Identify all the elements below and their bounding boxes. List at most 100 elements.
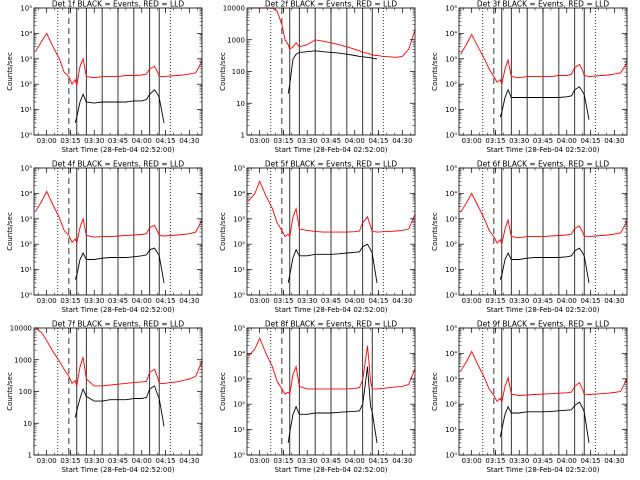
- x-tick-label: 03:15: [60, 297, 80, 305]
- y-tick-label: 10¹: [20, 106, 32, 114]
- x-tick-label: 04:30: [179, 137, 199, 145]
- y-tick-label: 10: [23, 420, 32, 428]
- x-axis-label: Start Time (28-Feb-04 02:52:00): [486, 306, 599, 314]
- y-axis-label: Counts/sec: [219, 212, 227, 251]
- y-tick-label: 10³: [445, 55, 457, 63]
- x-tick-label: 03:30: [509, 457, 529, 465]
- panel-title: Det 7f BLACK = Events, RED = LLD: [52, 320, 185, 329]
- panel-det-8: 10⁰ 10¹ 10² 10³ 10⁴ 10⁵ 03:00 03:15 03:30 03:45 04…: [219, 320, 416, 474]
- x-tick-label: 04:00: [557, 137, 577, 145]
- series-line-events: [74, 89, 165, 124]
- panel-title: Det 3f BLACK = Events, RED = LLD: [477, 0, 610, 9]
- y-tick-label: 10000: [223, 5, 245, 13]
- x-axis-label: Start Time (28-Feb-04 02:52:00): [486, 466, 599, 474]
- y-tick-label: 10¹: [445, 426, 457, 434]
- y-tick-label: 10⁰: [233, 452, 245, 460]
- x-tick-label: 04:15: [580, 457, 600, 465]
- panel-title: Det 6f BLACK = Events, RED = LLD: [477, 160, 610, 169]
- x-tick-label: 03:30: [509, 297, 529, 305]
- series-line-lld: [35, 32, 203, 86]
- panel-det-6: 10⁰ 10¹ 10² 10³ 10⁴ 10⁵ 03:00 03:15 03:30 03:45 04…: [431, 160, 628, 314]
- y-tick-label: 10³: [445, 215, 457, 223]
- x-tick-label: 04:00: [345, 137, 365, 145]
- x-tick-label: 03:30: [297, 137, 317, 145]
- x-tick-label: 03:00: [462, 297, 482, 305]
- x-tick-label: 04:30: [604, 457, 624, 465]
- x-tick-label: 03:15: [485, 137, 505, 145]
- x-tick-label: 03:45: [533, 457, 553, 465]
- x-tick-label: 03:15: [60, 457, 80, 465]
- y-tick-label: 1000: [14, 356, 32, 364]
- x-tick-label: 04:15: [368, 297, 388, 305]
- x-axis-label: Start Time (28-Feb-04 02:52:00): [61, 306, 174, 314]
- x-tick-label: 03:45: [533, 297, 553, 305]
- x-tick-label: 04:30: [179, 297, 199, 305]
- y-tick-label: 100: [19, 388, 32, 396]
- y-tick-label: 10⁴: [20, 30, 32, 38]
- y-tick-label: 1: [28, 452, 32, 460]
- x-tick-label: 03:00: [250, 297, 270, 305]
- y-tick-label: 10²: [445, 401, 457, 409]
- x-tick-label: 04:15: [155, 297, 175, 305]
- y-tick-label: 10²: [233, 241, 245, 249]
- x-tick-label: 03:45: [321, 297, 341, 305]
- y-tick-label: 10¹: [445, 106, 457, 114]
- x-tick-label: 03:30: [84, 457, 104, 465]
- series-line-lld: [35, 327, 203, 387]
- x-tick-label: 03:15: [485, 457, 505, 465]
- y-tick-label: 10³: [20, 55, 32, 63]
- x-tick-label: 03:00: [37, 457, 57, 465]
- x-tick-label: 04:30: [392, 137, 412, 145]
- y-tick-label: 10⁴: [20, 190, 32, 198]
- y-tick-label: 10⁰: [20, 292, 32, 300]
- x-tick-label: 04:30: [179, 457, 199, 465]
- y-tick-label: 10⁵: [445, 325, 457, 333]
- x-tick-label: 03:00: [250, 137, 270, 145]
- x-tick-label: 04:00: [345, 297, 365, 305]
- x-tick-label: 03:15: [485, 297, 505, 305]
- x-axis-label: Start Time (28-Feb-04 02:52:00): [61, 146, 174, 154]
- y-tick-label: 10000: [10, 325, 32, 333]
- x-tick-label: 03:15: [60, 137, 80, 145]
- series-line-lld: [460, 192, 628, 246]
- y-tick-label: 10⁰: [445, 292, 457, 300]
- y-tick-label: 10²: [445, 81, 457, 89]
- y-tick-label: 10⁵: [233, 165, 245, 173]
- panel-det-4: 10⁰ 10¹ 10² 10³ 10⁴ 10⁵ 03:00 03:15 03:30 03:45 04…: [6, 160, 203, 314]
- x-tick-label: 04:15: [368, 137, 388, 145]
- panel-title: Det 5f BLACK = Events, RED = LLD: [265, 160, 398, 169]
- series-line-events: [74, 247, 165, 283]
- y-axis-label: Counts/sec: [6, 52, 14, 91]
- panel-det-2: 1 10 100 1000 10000 03:00 03:15 03:30 03:45 04:00…: [219, 0, 416, 154]
- y-tick-label: 10²: [20, 241, 32, 249]
- y-tick-label: 10⁵: [20, 165, 32, 173]
- x-tick-label: 03:00: [37, 137, 57, 145]
- panel-title: Det 1f BLACK = Events, RED = LLD: [52, 0, 185, 9]
- y-axis-label: Counts/sec: [219, 372, 227, 411]
- x-tick-label: 03:30: [84, 137, 104, 145]
- series-line-events: [499, 247, 590, 283]
- y-tick-label: 10⁴: [233, 190, 245, 198]
- y-tick-label: 10²: [445, 241, 457, 249]
- x-tick-label: 04:15: [580, 297, 600, 305]
- x-tick-label: 03:45: [108, 297, 128, 305]
- series-line-lld: [460, 33, 628, 86]
- series-line-lld: [248, 180, 416, 238]
- y-tick-label: 10⁰: [445, 452, 457, 460]
- y-tick-label: 100: [232, 68, 245, 76]
- x-tick-label: 03:00: [462, 457, 482, 465]
- x-tick-label: 04:15: [580, 137, 600, 145]
- x-tick-label: 04:30: [604, 137, 624, 145]
- x-tick-label: 04:15: [155, 457, 175, 465]
- x-tick-label: 03:15: [273, 137, 293, 145]
- x-tick-label: 03:30: [297, 297, 317, 305]
- y-tick-label: 10³: [233, 375, 245, 383]
- x-tick-label: 04:00: [557, 297, 577, 305]
- x-tick-label: 04:00: [132, 137, 152, 145]
- y-tick-label: 10³: [233, 215, 245, 223]
- x-tick-label: 03:30: [84, 297, 104, 305]
- y-tick-label: 10: [236, 100, 245, 108]
- x-tick-label: 03:45: [108, 137, 128, 145]
- panel-det-9: 10⁰ 10¹ 10² 10³ 10⁴ 10⁵ 03:00 03:15 03:30 03:45 04…: [431, 320, 628, 474]
